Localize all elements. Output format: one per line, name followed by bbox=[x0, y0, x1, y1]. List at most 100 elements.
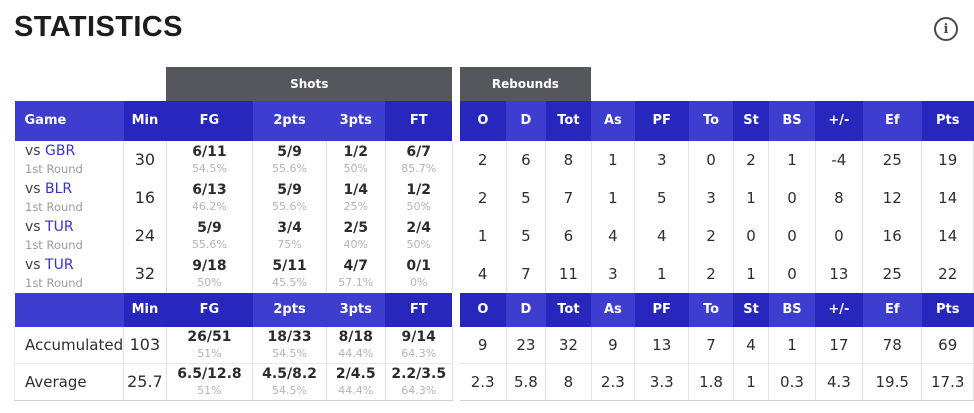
game-name: vs GBR bbox=[25, 143, 123, 161]
header-cell-ef: Ef bbox=[862, 100, 922, 141]
fg-percentage: 55.6% bbox=[191, 237, 227, 251]
tot-cell: 8 bbox=[545, 362, 592, 401]
pf-cell: 1 bbox=[634, 254, 690, 293]
game-cell: vs GBR 1st Round bbox=[13, 140, 125, 179]
3pts-cell: 4/7 57.1% bbox=[326, 254, 386, 293]
round-label: 1st Round bbox=[25, 237, 83, 252]
2pts-value: 3/4 bbox=[277, 220, 302, 237]
pf-cell: 13 bbox=[634, 326, 690, 364]
min-cell: 103 bbox=[123, 326, 167, 364]
fg-value: 6/13 bbox=[192, 182, 227, 199]
2pts-percentage: 55.6% bbox=[272, 161, 307, 175]
header-cell-st: St bbox=[733, 100, 769, 141]
bs-cell: 0 bbox=[768, 216, 816, 255]
pts-cell: 19 bbox=[921, 140, 974, 179]
o-cell: 2.3 bbox=[459, 362, 507, 401]
o-cell: 2 bbox=[459, 178, 507, 217]
header-cell-pf: PF bbox=[634, 100, 689, 141]
stats-table-shots: Shots Game Min FG 2pts 3pts FT vs GBR 1st Round 3… bbox=[13, 66, 453, 401]
3pts-value: 8/18 bbox=[338, 329, 373, 346]
3pts-cell: 1/4 25% bbox=[326, 178, 386, 217]
d-cell: 7 bbox=[506, 254, 547, 293]
header-cell-3pts: 3pts bbox=[326, 292, 386, 327]
group-header-shots: Shots bbox=[166, 66, 453, 101]
to-cell: 0 bbox=[688, 140, 734, 179]
header-cell-plusminus: +/- bbox=[815, 292, 863, 327]
ef-cell: 12 bbox=[862, 178, 923, 217]
ft-percentage: 50% bbox=[406, 237, 431, 251]
tot-cell: 6 bbox=[545, 216, 592, 255]
info-icon[interactable]: i bbox=[934, 17, 958, 41]
header-cell-as: As bbox=[591, 292, 635, 327]
2pts-percentage: 45.5% bbox=[272, 275, 307, 289]
to-cell: 1.8 bbox=[688, 362, 734, 401]
bs-cell: 1 bbox=[768, 326, 816, 364]
header-cell-to: To bbox=[688, 100, 734, 141]
d-cell: 5 bbox=[506, 178, 547, 217]
ft-cell: 6/7 85.7% bbox=[385, 140, 453, 179]
as-cell: 1 bbox=[591, 178, 636, 217]
3pts-value: 1/2 bbox=[343, 144, 369, 161]
bs-cell: 0.3 bbox=[768, 362, 816, 401]
game-row: 2 6 8 1 3 0 2 1 -4 25 19 bbox=[459, 140, 974, 179]
tot-cell: 8 bbox=[545, 140, 592, 179]
team-link[interactable]: BLR bbox=[45, 181, 73, 198]
2pts-percentage: 54.5% bbox=[272, 346, 307, 360]
3pts-value: 4/7 bbox=[343, 258, 369, 275]
ft-percentage: 85.7% bbox=[401, 161, 437, 175]
2pts-percentage: 55.6% bbox=[272, 199, 307, 213]
header-cell-st: St bbox=[733, 292, 769, 327]
column-header-row: O D Tot As PF To St BS +/- Ef Pts bbox=[459, 100, 974, 141]
header-cell-ef: Ef bbox=[862, 292, 922, 327]
3pts-percentage: 44.4% bbox=[338, 346, 374, 360]
d-cell: 5 bbox=[506, 216, 547, 255]
game-row: 1 5 6 4 4 2 0 0 0 16 14 bbox=[459, 216, 974, 255]
summary-label: Accumulated bbox=[13, 326, 125, 364]
header-cell-ft: FT bbox=[385, 100, 453, 141]
pts-cell: 17.3 bbox=[921, 362, 974, 401]
pts-cell: 22 bbox=[921, 254, 974, 293]
team-link[interactable]: GBR bbox=[45, 143, 76, 160]
team-link[interactable]: TUR bbox=[45, 257, 74, 274]
header-cell-min: Min bbox=[123, 292, 167, 327]
round-label: 1st Round bbox=[25, 199, 83, 214]
2pts-value: 18/33 bbox=[267, 329, 312, 346]
pf-cell: 3 bbox=[634, 140, 690, 179]
game-name: vs BLR bbox=[25, 181, 123, 199]
3pts-value: 2/4.5 bbox=[335, 366, 376, 383]
header-cell-plusminus: +/- bbox=[815, 100, 863, 141]
to-cell: 2 bbox=[688, 216, 734, 255]
3pts-percentage: 40% bbox=[343, 237, 368, 251]
header-cell-2pts: 2pts bbox=[252, 292, 327, 327]
header-cell-pf: PF bbox=[634, 292, 689, 327]
st-cell: 1 bbox=[733, 254, 770, 293]
tot-cell: 32 bbox=[545, 326, 592, 364]
fg-cell: 5/9 55.6% bbox=[166, 216, 254, 255]
column-header-row: Game Min FG 2pts 3pts FT bbox=[14, 100, 453, 141]
3pts-cell: 8/18 44.4% bbox=[326, 326, 386, 364]
game-row: vs TUR 1st Round 32 9/18 50% 5/11 45.5% 4/7 57.1… bbox=[13, 254, 453, 293]
pts-cell: 14 bbox=[921, 216, 974, 255]
plusminus-cell: 17 bbox=[815, 326, 864, 364]
fg-cell: 6/13 46.2% bbox=[166, 178, 254, 217]
group-spacer bbox=[591, 67, 973, 101]
fg-value: 6/11 bbox=[192, 144, 227, 161]
game-row: 2 5 7 1 5 3 1 0 8 12 14 bbox=[459, 178, 974, 217]
group-header-rebounds: Rebounds bbox=[459, 66, 592, 101]
bs-cell: 0 bbox=[768, 178, 816, 217]
fg-value: 9/18 bbox=[192, 258, 227, 275]
2pts-cell: 3/4 75% bbox=[252, 216, 327, 255]
team-link[interactable]: TUR bbox=[45, 219, 74, 236]
st-cell: 2 bbox=[733, 140, 770, 179]
to-cell: 2 bbox=[688, 254, 734, 293]
statistics-table: Shots Game Min FG 2pts 3pts FT vs GBR 1st Round 3… bbox=[13, 66, 974, 401]
group-header-row: Rebounds bbox=[459, 66, 974, 101]
pf-cell: 3.3 bbox=[634, 362, 690, 401]
header-cell-3pts: 3pts bbox=[326, 100, 386, 141]
header-cell-min: Min bbox=[123, 100, 167, 141]
fg-cell: 26/51 51% bbox=[166, 326, 254, 364]
game-row: vs TUR 1st Round 24 5/9 55.6% 3/4 75% 2/5 40% 2/4… bbox=[13, 216, 453, 255]
header-cell-bs: BS bbox=[768, 100, 816, 141]
as-cell: 1 bbox=[591, 140, 636, 179]
